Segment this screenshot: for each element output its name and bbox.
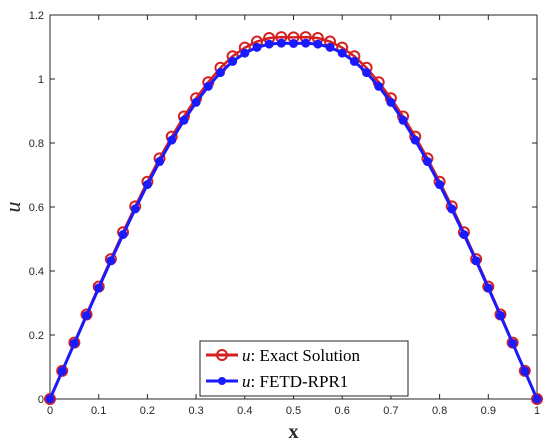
data-point (155, 157, 165, 167)
y-tick-label: 1 (38, 74, 44, 86)
data-point (106, 256, 116, 266)
data-point (56, 364, 69, 377)
legend-variable: u (242, 346, 251, 365)
x-tick-label: 0.6 (335, 405, 350, 417)
y-tick-label: 0.6 (29, 202, 44, 214)
data-point (531, 393, 543, 405)
legend-item-1: u: Exact Solution (206, 346, 361, 365)
data-point (447, 204, 457, 214)
legend-series-name: FETD-RPR1 (259, 372, 348, 391)
data-point (459, 230, 469, 240)
data-point (520, 366, 530, 376)
y-tick-label: 0.8 (29, 138, 44, 150)
x-tick-label: 0.8 (432, 405, 447, 417)
legend-label: u: Exact Solution (242, 346, 361, 365)
data-point (264, 39, 274, 49)
y-tick-label: 0.2 (29, 330, 44, 342)
data-point (240, 48, 250, 58)
data-point (471, 256, 481, 266)
data-point (386, 97, 396, 107)
data-point (435, 180, 445, 190)
legend-box (199, 340, 409, 397)
data-point (337, 48, 347, 58)
x-tick-label: 0.3 (188, 405, 203, 417)
data-point (252, 42, 262, 52)
data-point (532, 394, 542, 404)
data-point (191, 97, 201, 107)
data-point (301, 38, 311, 48)
plot-area: 0 0.1 0.2 0.3 0.4 0.5 0.6 0.7 0.8 0.9 1 0 0.2 0.4 0.6… (29, 10, 543, 417)
data-point (362, 68, 372, 78)
x-tick-label: 0.1 (91, 405, 106, 417)
data-point (44, 393, 56, 405)
data-point (94, 283, 104, 293)
data-point (179, 115, 189, 125)
x-tick-label: 0.2 (140, 405, 155, 417)
x-tick-label: 0.4 (237, 405, 252, 417)
data-point (508, 338, 518, 348)
legend-marker (216, 349, 228, 361)
data-point (518, 364, 531, 377)
y-tick-label: 1.2 (29, 10, 44, 22)
legend-item-2: u: FETD-RPR1 (206, 372, 348, 391)
data-point (203, 81, 213, 91)
data-point (45, 394, 55, 404)
data-point (69, 338, 79, 348)
x-tick-label: 1 (534, 405, 540, 417)
x-tick-label: 0.5 (286, 405, 301, 417)
data-point (228, 56, 238, 66)
legend-separator: : (251, 346, 260, 365)
legend-marker (218, 377, 226, 385)
x-tick-labels: 0 0.1 0.2 0.3 0.4 0.5 0.6 0.7 0.8 0.9 1 (47, 405, 540, 417)
data-point (215, 68, 225, 78)
data-point (398, 115, 408, 125)
x-tick-label: 0.7 (383, 405, 398, 417)
data-point (142, 180, 152, 190)
data-point (167, 135, 177, 145)
series-group (44, 31, 543, 405)
legend-label: u: FETD-RPR1 (242, 372, 348, 391)
y-tick-label: 0.4 (29, 266, 44, 278)
data-point (422, 157, 432, 167)
x-axis-title: x (289, 421, 299, 443)
data-point (349, 56, 359, 66)
data-point (118, 230, 128, 240)
data-point (289, 38, 298, 48)
data-point (276, 38, 286, 48)
data-point (483, 283, 493, 293)
legend-variable: u (242, 372, 251, 391)
y-tick-labels: 0 0.2 0.4 0.6 0.8 1 1.2 (29, 10, 44, 406)
data-point (325, 42, 335, 52)
data-point (82, 310, 92, 320)
legend-separator: : (251, 372, 260, 391)
x-tick-label: 0 (47, 405, 53, 417)
y-axis-title: u (0, 202, 25, 213)
data-point (130, 204, 140, 214)
x-tick-label: 0.9 (481, 405, 496, 417)
data-point (410, 135, 420, 145)
data-point (57, 366, 67, 376)
data-point (495, 310, 505, 320)
series-2 (45, 38, 542, 404)
legend-series-name: Exact Solution (259, 346, 360, 365)
y-tick-label: 0 (38, 394, 44, 406)
data-point (313, 39, 323, 49)
data-point (374, 81, 384, 91)
